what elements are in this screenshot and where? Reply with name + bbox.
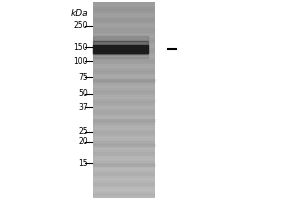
Bar [93,79,155,81]
Text: kDa: kDa [70,9,88,19]
Text: 20: 20 [78,138,88,146]
Text: 37: 37 [78,102,88,112]
Text: 150: 150 [74,43,88,51]
Bar [93,164,155,166]
Bar [93,99,155,101]
Text: 25: 25 [78,128,88,136]
Bar [93,41,148,45]
Bar [93,54,148,58]
Bar [93,45,148,53]
Text: 75: 75 [78,72,88,82]
Text: 100: 100 [74,56,88,66]
Text: 15: 15 [78,158,88,168]
Bar [93,119,155,121]
Bar [93,144,155,146]
Bar [93,29,155,31]
Text: 250: 250 [74,21,88,30]
Bar [93,50,148,54]
Text: 50: 50 [78,90,88,98]
Bar [93,54,155,56]
Bar [93,36,148,41]
